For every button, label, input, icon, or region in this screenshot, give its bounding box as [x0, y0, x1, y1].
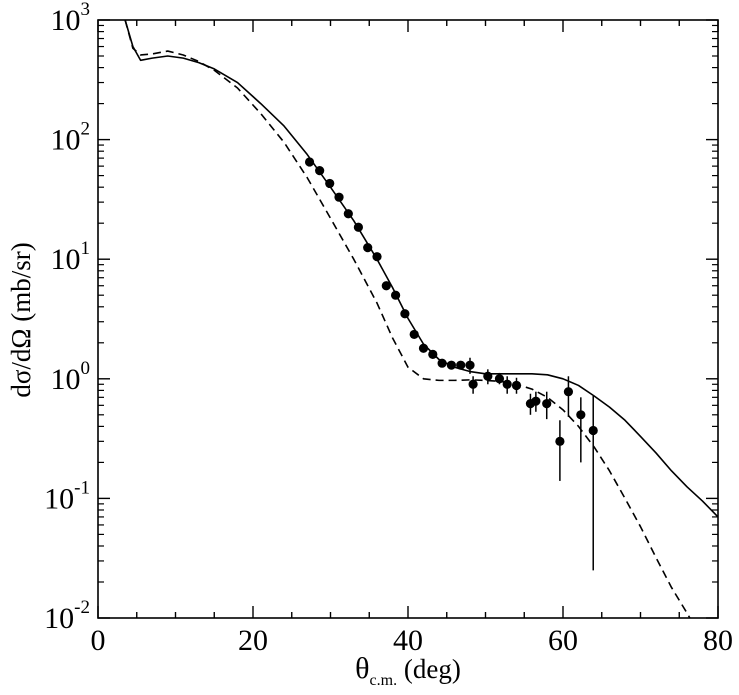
x-tick-label: 20: [238, 624, 268, 657]
y-tick-label: 10-2: [44, 597, 90, 635]
series-layer: [124, 20, 718, 618]
y-tick-label: 101: [51, 238, 91, 276]
y-tick-base: 10: [44, 602, 74, 635]
data-point: [428, 349, 438, 359]
data-point: [483, 371, 493, 381]
y-tick-label: 10-1: [44, 477, 90, 515]
x-tick-label: 40: [393, 624, 423, 657]
data-point: [437, 358, 447, 368]
data-point: [502, 379, 512, 389]
data-point: [563, 387, 574, 397]
data-point: [542, 399, 552, 409]
x-tick-label: 0: [91, 624, 106, 657]
data-point: [381, 281, 391, 291]
plot-frame: [97, 19, 719, 619]
data-point: [446, 360, 456, 370]
y-tick-base: 10: [51, 4, 81, 37]
data-point: [372, 252, 382, 262]
dashed-curve: [124, 20, 691, 618]
solid-curve: [124, 20, 718, 518]
data-point: [400, 309, 410, 319]
data-point: [494, 374, 505, 384]
data-point: [315, 166, 325, 176]
y-tick-exponent: 3: [81, 0, 91, 20]
data-point: [353, 222, 363, 232]
y-tick-base: 10: [51, 363, 81, 396]
y-tick-base: 10: [44, 482, 74, 515]
x-axis-title-symbol: θ: [355, 652, 369, 685]
data-point: [418, 343, 429, 353]
x-tick-label: 60: [548, 624, 578, 657]
data-point: [576, 410, 586, 420]
y-tick-exponent: -1: [74, 477, 90, 498]
x-axis-title-unit: (deg): [397, 654, 461, 684]
x-axis-title: θc.m. (deg): [355, 652, 461, 689]
data-point: [325, 178, 335, 189]
data-point: [334, 192, 344, 202]
data-point: [531, 396, 541, 406]
y-axis-title: dσ/dΩ (mb/sr): [6, 242, 36, 397]
data-point: [465, 360, 475, 370]
y-tick-base: 10: [51, 243, 81, 276]
y-tick-base: 10: [51, 124, 81, 157]
data-point: [511, 380, 522, 391]
data-point: [588, 425, 598, 436]
y-tick-exponent: 1: [81, 238, 91, 259]
y-tick-exponent: -2: [74, 597, 90, 618]
data-point: [304, 157, 315, 167]
y-tick-exponent: 0: [81, 358, 91, 379]
y-tick-label: 100: [51, 358, 91, 396]
data-point: [391, 290, 401, 300]
data-point: [363, 243, 373, 253]
data-point: [555, 436, 565, 446]
data-point: [468, 379, 478, 389]
y-tick-label: 102: [51, 119, 91, 157]
data-point: [456, 360, 466, 370]
data-point: [343, 209, 353, 219]
y-tick-label: 103: [51, 0, 91, 37]
x-axis-title-subscript: c.m.: [370, 672, 398, 689]
x-tick-label: 80: [703, 624, 733, 657]
y-tick-exponent: 2: [81, 119, 91, 140]
data-point: [409, 329, 419, 340]
